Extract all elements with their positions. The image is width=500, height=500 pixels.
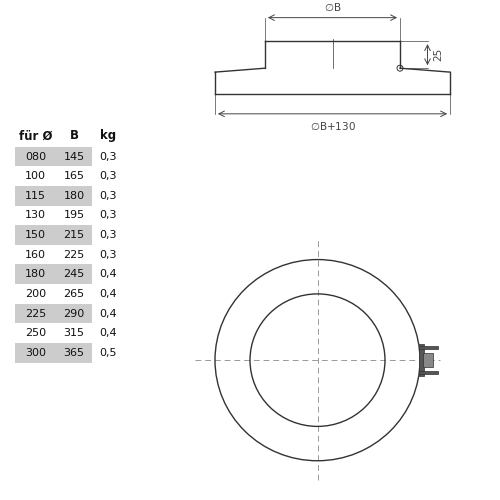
Bar — [15, 225, 56, 245]
Bar — [56, 166, 92, 186]
Bar — [15, 304, 56, 324]
Text: 180: 180 — [64, 191, 84, 201]
Text: kg: kg — [100, 130, 116, 142]
Text: $\varnothing$B: $\varnothing$B — [324, 0, 341, 12]
Bar — [15, 186, 56, 206]
Bar — [56, 146, 92, 167]
Text: 145: 145 — [64, 152, 84, 162]
Bar — [56, 186, 92, 206]
Bar — [56, 225, 92, 245]
Text: 365: 365 — [64, 348, 84, 358]
Text: 0,3: 0,3 — [100, 191, 117, 201]
Bar — [15, 206, 56, 225]
Text: 0,5: 0,5 — [100, 348, 117, 358]
Bar — [15, 264, 56, 284]
Text: 180: 180 — [25, 270, 46, 280]
Text: 0,3: 0,3 — [100, 152, 117, 162]
Text: 225: 225 — [64, 250, 84, 260]
Bar — [56, 264, 92, 284]
Text: 250: 250 — [25, 328, 46, 338]
Bar — [15, 284, 56, 304]
Bar — [56, 245, 92, 264]
Text: 0,3: 0,3 — [100, 230, 117, 240]
Text: 0,4: 0,4 — [100, 308, 117, 318]
Text: B: B — [70, 130, 78, 142]
Bar — [418, 371, 438, 374]
Text: 0,3: 0,3 — [100, 250, 117, 260]
Text: 300: 300 — [25, 348, 46, 358]
Text: 115: 115 — [25, 191, 46, 201]
Bar — [15, 324, 56, 343]
Text: 100: 100 — [25, 171, 46, 181]
Text: 160: 160 — [25, 250, 46, 260]
Bar — [15, 245, 56, 264]
Text: 0,4: 0,4 — [100, 289, 117, 299]
Text: 080: 080 — [25, 152, 46, 162]
Bar — [418, 344, 424, 376]
Bar — [15, 343, 56, 362]
Text: 165: 165 — [64, 171, 84, 181]
Bar — [56, 304, 92, 324]
Text: 245: 245 — [64, 270, 84, 280]
Text: $\varnothing$B+130: $\varnothing$B+130 — [310, 120, 356, 132]
Bar — [422, 354, 432, 367]
Bar — [15, 166, 56, 186]
Text: 150: 150 — [25, 230, 46, 240]
Text: 25: 25 — [434, 48, 444, 62]
Bar — [56, 324, 92, 343]
Bar — [15, 146, 56, 167]
Text: 315: 315 — [64, 328, 84, 338]
Bar — [56, 206, 92, 225]
Bar — [418, 346, 438, 350]
Text: 0,3: 0,3 — [100, 171, 117, 181]
Text: 0,4: 0,4 — [100, 270, 117, 280]
Text: 265: 265 — [64, 289, 84, 299]
Text: 0,4: 0,4 — [100, 328, 117, 338]
Text: 200: 200 — [25, 289, 46, 299]
Text: 195: 195 — [64, 210, 84, 220]
Text: 215: 215 — [64, 230, 84, 240]
Text: 225: 225 — [25, 308, 46, 318]
Bar — [56, 343, 92, 362]
Text: für Ø: für Ø — [19, 130, 52, 142]
Text: 0,3: 0,3 — [100, 210, 117, 220]
Text: 130: 130 — [25, 210, 46, 220]
Bar — [56, 284, 92, 304]
Text: 290: 290 — [64, 308, 84, 318]
